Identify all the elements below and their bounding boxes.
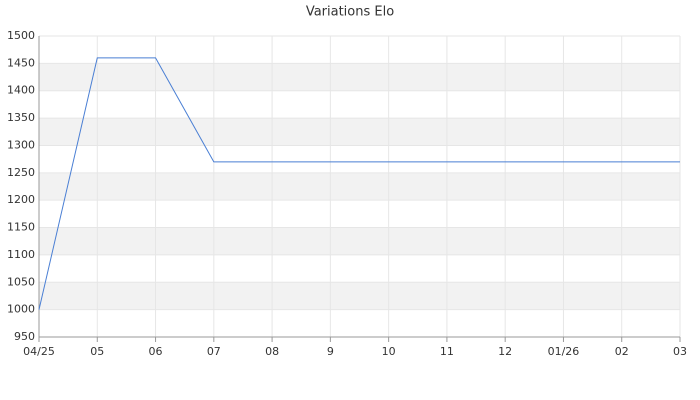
y-tick-label: 1250 xyxy=(7,166,35,179)
y-tick-label: 1450 xyxy=(7,56,35,69)
y-tick-label: 1350 xyxy=(7,111,35,124)
y-tick-label: 1400 xyxy=(7,84,35,97)
line-series xyxy=(38,57,680,310)
x-tick-label: 02 xyxy=(615,345,629,358)
x-tick-label: 10 xyxy=(382,345,396,358)
x-tick-label: 12 xyxy=(498,345,512,358)
grid-band xyxy=(39,227,680,255)
x-tick-label: 01/26 xyxy=(548,345,580,358)
x-tick-label: 07 xyxy=(207,345,221,358)
x-tick-label: 06 xyxy=(149,345,163,358)
grid-band xyxy=(39,282,680,310)
y-tick-label: 1150 xyxy=(7,221,35,234)
grid-band xyxy=(39,118,680,146)
y-tick-label: 1500 xyxy=(7,29,35,42)
x-tick-label: 04/25 xyxy=(23,345,55,358)
y-tick-label: 1100 xyxy=(7,248,35,261)
chart-title: Variations Elo xyxy=(306,5,394,20)
grid-band xyxy=(39,172,680,201)
x-tick-label: 11 xyxy=(440,345,454,358)
grid-band xyxy=(39,63,680,91)
y-tick-label: 1050 xyxy=(7,275,35,288)
y-tick-label: 1300 xyxy=(7,138,35,151)
x-tick-label: 9 xyxy=(327,345,334,358)
x-tick-label: 05 xyxy=(90,345,104,358)
y-tick-label: 1200 xyxy=(7,193,35,206)
x-tick-label: 08 xyxy=(265,345,279,358)
y-tick-label: 950 xyxy=(14,330,35,343)
x-tick-label: 03 xyxy=(673,345,687,358)
y-tick-label: 1000 xyxy=(7,303,35,316)
